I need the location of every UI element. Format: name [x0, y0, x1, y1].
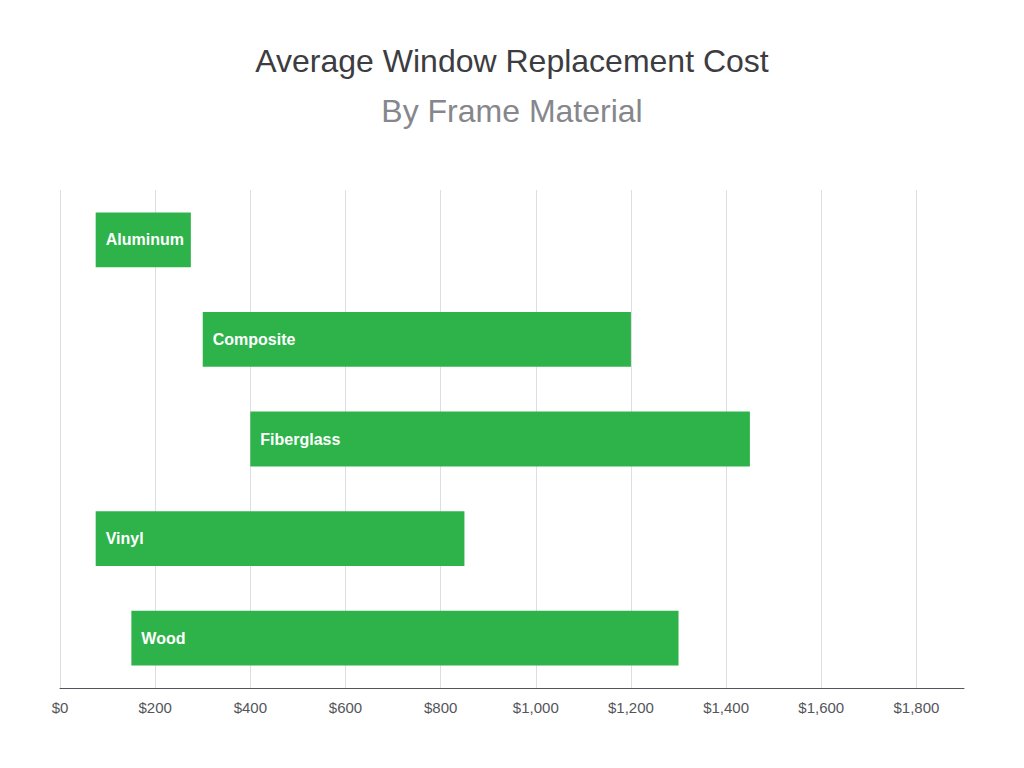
svg-text:By Frame Material: By Frame Material — [381, 93, 642, 129]
svg-text:Composite: Composite — [213, 331, 296, 348]
svg-text:$1,000: $1,000 — [513, 699, 559, 716]
svg-text:Fiberglass: Fiberglass — [260, 431, 340, 448]
svg-text:Average Window Replacement Cos: Average Window Replacement Cost — [255, 43, 769, 79]
svg-text:Aluminum: Aluminum — [106, 231, 184, 248]
svg-text:$400: $400 — [234, 699, 267, 716]
svg-text:Wood: Wood — [141, 630, 185, 647]
svg-text:$800: $800 — [424, 699, 457, 716]
svg-text:$200: $200 — [138, 699, 171, 716]
svg-text:$1,400: $1,400 — [703, 699, 749, 716]
svg-text:$600: $600 — [329, 699, 362, 716]
svg-text:$1,200: $1,200 — [608, 699, 654, 716]
svg-text:Vinyl: Vinyl — [106, 530, 144, 547]
svg-text:$1,800: $1,800 — [893, 699, 939, 716]
svg-text:$0: $0 — [52, 699, 69, 716]
svg-text:$1,600: $1,600 — [798, 699, 844, 716]
